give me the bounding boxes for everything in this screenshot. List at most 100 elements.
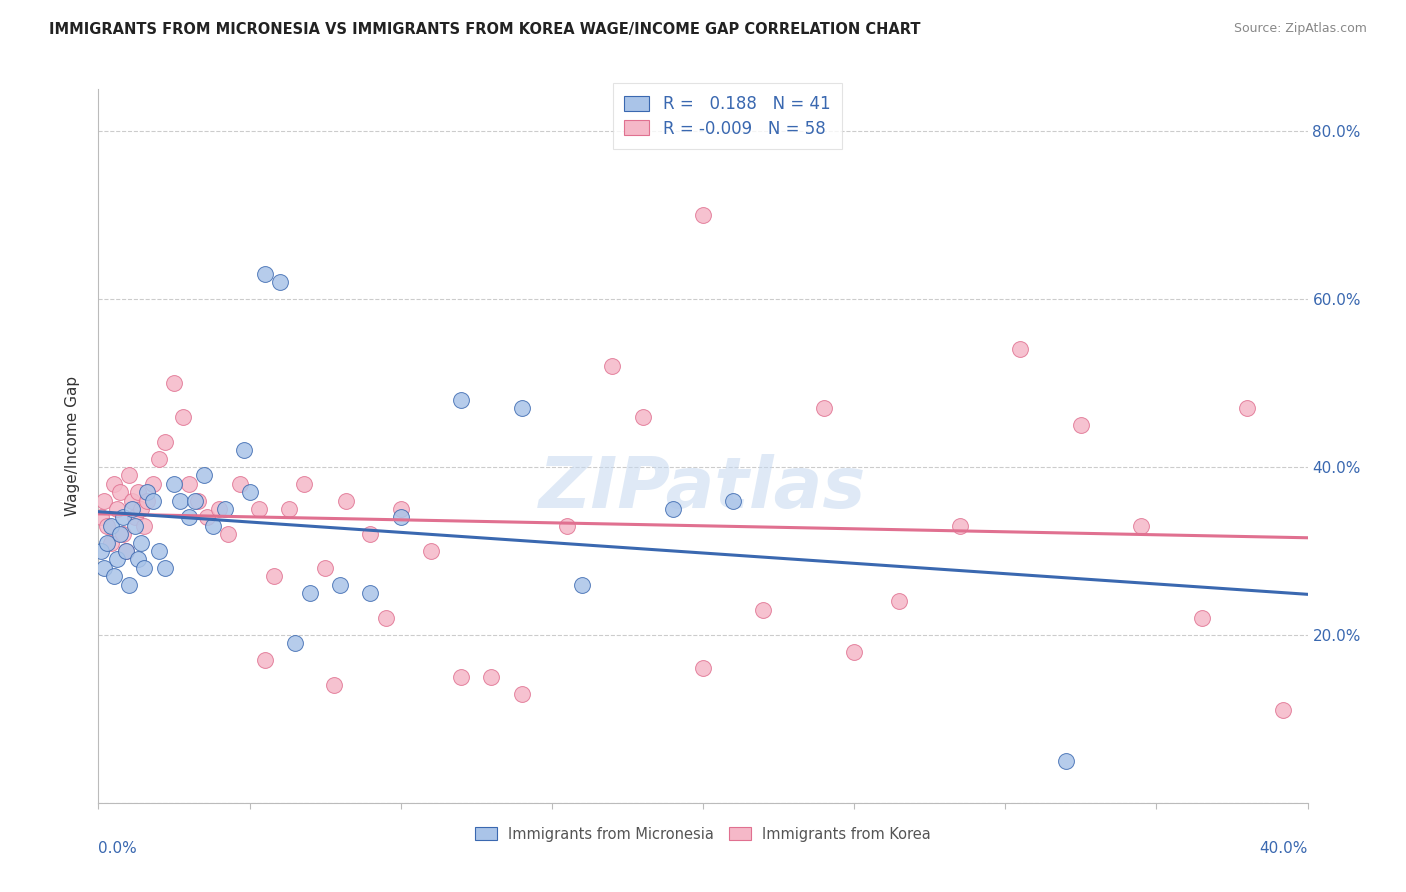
Point [450,670,472,684]
Legend: Immigrants from Micronesia, Immigrants from Korea: Immigrants from Micronesia, Immigrants f… [468,820,938,849]
Point [184,493,207,508]
Point [692,661,714,675]
Point [889,594,911,608]
Point [602,359,624,374]
Point [510,687,533,701]
Point [148,544,170,558]
Point [214,502,236,516]
Text: ZIPatlas: ZIPatlas [540,454,866,524]
Point [179,476,201,491]
Point [329,577,352,591]
Y-axis label: Wage/Income Gap: Wage/Income Gap [65,376,80,516]
Point [121,502,143,516]
Point [90,510,112,524]
Point [723,493,745,508]
Point [103,476,125,491]
Point [232,443,254,458]
Point [389,502,412,516]
Point [103,569,125,583]
Point [299,586,322,600]
Point [284,636,307,650]
Point [96,518,118,533]
Point [108,527,131,541]
Text: 40.0%: 40.0% [1260,840,1308,855]
Point [111,510,134,524]
Point [631,409,654,424]
Point [1236,401,1258,416]
Point [661,502,683,516]
Point [93,493,115,508]
Point [124,510,146,524]
Point [844,645,866,659]
Point [118,577,141,591]
Point [1272,703,1295,717]
Point [135,485,157,500]
Point [132,560,155,574]
Point [124,518,146,533]
Point [1054,754,1077,768]
Text: Source: ZipAtlas.com: Source: ZipAtlas.com [1233,22,1367,36]
Point [142,493,165,508]
Point [481,670,503,684]
Point [118,468,141,483]
Point [163,376,186,390]
Point [195,510,218,524]
Point [360,586,382,600]
Point [153,434,176,449]
Point [163,476,186,491]
Point [127,485,149,500]
Point [93,560,115,574]
Point [510,401,533,416]
Point [292,476,315,491]
Point [360,527,382,541]
Point [450,392,472,407]
Point [323,678,346,692]
Point [148,451,170,466]
Point [314,560,336,574]
Point [1010,343,1032,357]
Point [129,535,152,549]
Point [229,476,252,491]
Point [193,468,215,483]
Point [692,208,714,222]
Point [105,502,128,516]
Point [172,409,194,424]
Point [208,502,231,516]
Point [135,493,157,508]
Point [114,544,136,558]
Point [949,518,972,533]
Point [114,544,136,558]
Point [335,493,357,508]
Point [179,510,201,524]
Text: 0.0%: 0.0% [98,840,138,855]
Point [169,493,191,508]
Text: IMMIGRANTS FROM MICRONESIA VS IMMIGRANTS FROM KOREA WAGE/INCOME GAP CORRELATION : IMMIGRANTS FROM MICRONESIA VS IMMIGRANTS… [49,22,921,37]
Point [100,518,122,533]
Point [187,493,209,508]
Point [374,611,396,625]
Point [420,544,443,558]
Point [108,485,131,500]
Point [132,518,155,533]
Point [96,535,118,549]
Point [90,544,112,558]
Point [239,485,262,500]
Point [217,527,239,541]
Point [100,535,122,549]
Point [105,552,128,566]
Point [202,518,225,533]
Point [269,275,291,289]
Point [1070,417,1092,432]
Point [1130,518,1153,533]
Point [813,401,835,416]
Point [127,552,149,566]
Point [247,502,270,516]
Point [1191,611,1213,625]
Point [571,577,593,591]
Point [153,560,176,574]
Point [752,603,775,617]
Point [389,510,412,524]
Point [263,569,285,583]
Point [129,502,152,516]
Point [277,502,299,516]
